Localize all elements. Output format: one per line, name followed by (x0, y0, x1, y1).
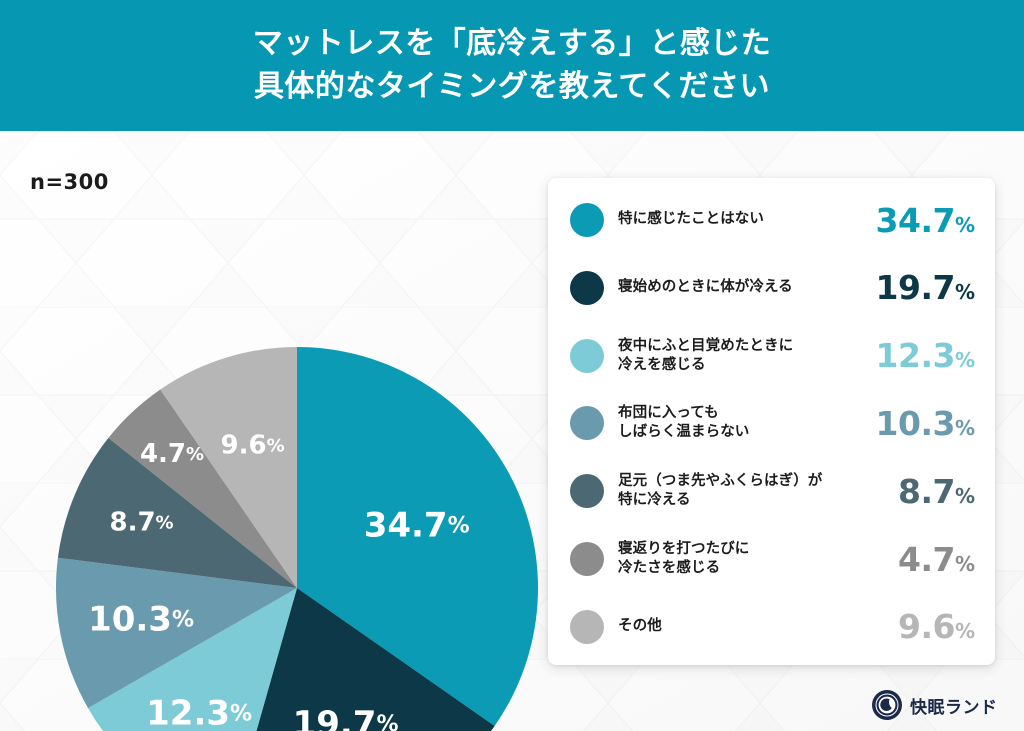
pie-slice[interactable] (57, 437, 297, 588)
legend-item-value: 10.3% (849, 404, 975, 443)
legend-item-value: 4.7% (849, 540, 975, 579)
legend-color-swatch (570, 203, 604, 237)
legend-color-swatch (570, 406, 604, 441)
legend-row[interactable]: その他 9.6% (570, 603, 975, 651)
legend-row[interactable]: 特に感じたことはない 34.7% (570, 196, 975, 244)
pie-chart-svg: 34.7%19.7%12.3%10.3%8.7%4.7% 9.6% (56, 347, 539, 731)
pie-labels-group: 34.7%19.7%12.3%10.3%8.7%4.7% 9.6% (88, 430, 470, 731)
pie-slice-percent-symbol: % (448, 513, 470, 538)
pie-slice-value: 34.7 (364, 506, 448, 546)
legend-item-value: 19.7% (849, 268, 975, 307)
legend-value-percent-symbol: % (954, 619, 975, 644)
legend-color-swatch (570, 338, 604, 373)
legend-card: 特に感じたことはない 34.7% 寝始めのときに体が冷える 19.7% 夜中にふと目覚め… (548, 178, 995, 665)
header-title-line1: マットレスを「底冷えする」と感じた (252, 25, 772, 61)
legend-item-value: 12.3% (849, 336, 975, 375)
legend-item-label: 布団に入っても しばらく温まらない (618, 405, 750, 441)
legend-row[interactable]: 寝始めのときに体が冷える 19.7% (570, 264, 975, 312)
header-title-line2: 具体的なタイミングを教えてください (253, 68, 771, 104)
pie-slice[interactable] (108, 389, 297, 588)
legend-color-swatch (570, 542, 604, 577)
legend-row[interactable]: 夜中にふと目覚めたときに 冷えを感じる 12.3% (570, 332, 975, 380)
legend-value-number: 9.6 (897, 607, 955, 647)
legend-item-label: 寝返りを打つたびに 冷たさを感じる (618, 541, 750, 577)
legend-value-percent-symbol: % (954, 483, 975, 508)
legend-item-label: 寝始めのときに体が冷える (618, 279, 793, 296)
legend-color-swatch (570, 609, 604, 644)
pie-chart-area: 34.7% 19.7% 12.3% 10.3% 8.7% 4.7% 9.6% (30, 160, 539, 731)
pie-slice-percent-symbol: % (156, 512, 174, 533)
pie-slice-percent-symbol: % (376, 712, 398, 731)
pie-slice-percent-symbol: % (186, 444, 204, 465)
pie-slice-percent-symbol: % (172, 607, 194, 632)
legend-item-label: その他 (618, 618, 662, 635)
legend-value-percent-symbol: % (954, 212, 975, 237)
legend-value-number: 8.7 (897, 471, 955, 511)
pie-slice-label: 34.7% (364, 506, 470, 546)
legend-row[interactable]: 寝返りを打つたびに 冷たさを感じる 4.7% (570, 535, 975, 583)
legend-value-number: 34.7 (875, 200, 956, 240)
moon-swirl-icon (875, 693, 899, 717)
legend-row[interactable]: 布団に入っても しばらく温まらない 10.3% (570, 399, 975, 447)
pie-slice-label: 19.7% (293, 704, 399, 731)
pie-slice[interactable] (56, 557, 298, 709)
sample-size-label: n=300 (30, 170, 109, 194)
legend-value-percent-symbol: % (954, 415, 975, 440)
brand-logo: 快眠ランド (872, 690, 998, 720)
pie-slice[interactable] (160, 347, 297, 588)
legend-value-number: 12.3 (875, 336, 956, 376)
legend-value-percent-symbol: % (954, 551, 975, 576)
legend-color-swatch (570, 270, 604, 305)
pie-slice-percent-symbol: % (230, 701, 252, 726)
legend-value-percent-symbol: % (954, 348, 975, 373)
legend-item-label: 夜中にふと目覚めたときに 冷えを感じる (618, 337, 794, 373)
legend-item-value: 8.7% (849, 472, 975, 511)
pie-slices-group (56, 347, 539, 731)
pie-slice-label: 9.6% (221, 430, 285, 460)
pie-slice-label: 12.3% (146, 693, 252, 731)
brand-mark-icon (872, 690, 902, 720)
pie-slice-value: 8.7 (109, 507, 155, 537)
legend-value-number: 10.3 (875, 403, 956, 443)
legend-value-number: 4.7 (897, 539, 955, 579)
brand-name: 快眠ランド (910, 697, 998, 718)
legend-value-number: 19.7 (875, 268, 956, 308)
pie-slice[interactable] (297, 347, 539, 726)
legend-row[interactable]: 足元（つま先やふくらはぎ）が 特に冷える 8.7% (570, 467, 975, 515)
legend-item-label: 特に感じたことはない (618, 211, 764, 228)
header-banner: マットレスを「底冷えする」と感じた 具体的なタイミングを教えてください (0, 0, 1024, 131)
pie-slice-label: 10.3% (88, 599, 194, 639)
legend-item-label: 足元（つま先やふくらはぎ）が 特に冷える (618, 473, 823, 509)
pie-slice-value: 12.3 (146, 693, 230, 731)
legend-item-value: 34.7% (849, 201, 975, 240)
pie-slice-value: 10.3 (88, 599, 172, 639)
legend-item-value: 9.6% (849, 607, 975, 646)
pie-slice-value: 4.7 (140, 439, 186, 469)
pie-slice-value: 19.7 (293, 704, 377, 731)
legend-value-percent-symbol: % (954, 280, 975, 305)
legend-color-swatch (570, 474, 604, 509)
pie-slice[interactable] (88, 588, 297, 731)
pie-slice[interactable] (231, 588, 495, 731)
pie-slice-percent-symbol: % (267, 435, 285, 456)
pie-slice-value: 9.6 (221, 430, 267, 460)
pie-slice-label: 4.7% (140, 439, 204, 469)
pie-slice-label: 8.7% (109, 507, 173, 537)
